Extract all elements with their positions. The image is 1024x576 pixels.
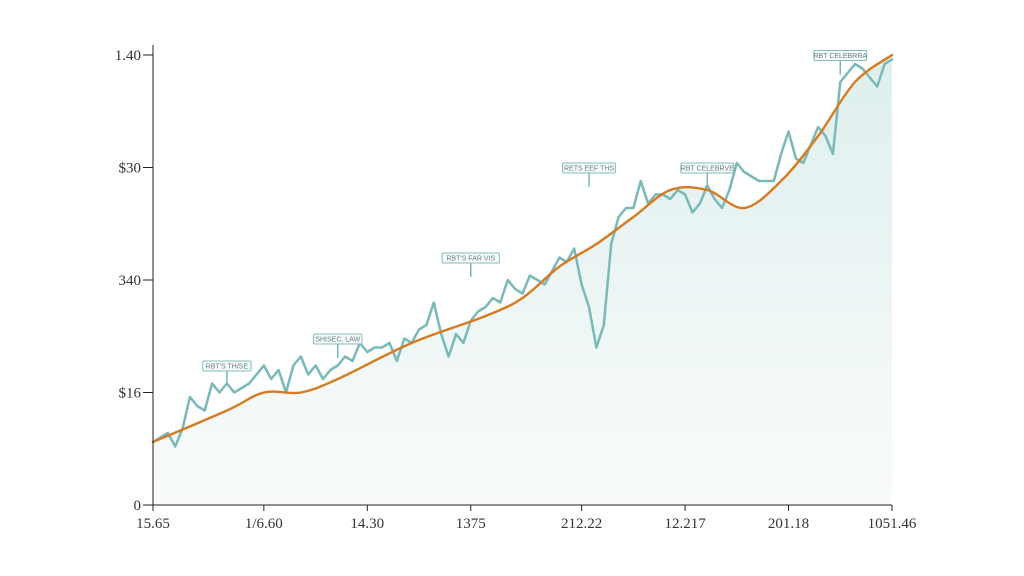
annotation-label-0: RBT'S TH/SE — [206, 363, 249, 370]
y-tick-label-3: $30 — [119, 161, 142, 177]
annotation-label-3: RETS EEF THS — [564, 165, 614, 172]
x-tick-label-4: 212.22 — [561, 516, 602, 532]
annotation-label-2: RBT'S FAR VIS — [446, 255, 495, 262]
ticks-layer: 0 $16 340 $30 1.40 15.65 1/6.60 14.30 1375 212.22… — [115, 48, 917, 532]
volatile-series-line — [151, 58, 894, 448]
annotation-box-0 — [202, 360, 252, 372]
x-tick-label-3: 1375 — [456, 516, 486, 532]
axes-layer — [152, 45, 892, 506]
annotation-box-5 — [813, 50, 868, 61]
y-tick-label-2: 340 — [119, 273, 142, 289]
annotation-1: SHISEC, LAW — [313, 333, 363, 358]
annotation-box-2 — [441, 252, 500, 264]
annotation-box-1 — [313, 333, 363, 345]
annotation-5: RBT CELEBRRA — [813, 50, 868, 75]
y-tick-label-4: 1.40 — [115, 48, 141, 64]
annotation-label-4: RBT CELEBRVE — [681, 165, 734, 172]
annotation-box-4 — [680, 162, 735, 174]
annotation-0: RBT'S TH/SE — [202, 360, 252, 385]
annotation-label-1: SHISEC, LAW — [315, 336, 360, 343]
x-tick-label-1: 1/6.60 — [245, 516, 283, 532]
x-tick-label-2: 14.30 — [350, 516, 384, 532]
y-tick-label-1: $16 — [119, 386, 142, 402]
x-tick-label-7: 1051.46 — [868, 516, 917, 532]
annotation-box-3 — [562, 162, 616, 174]
x-tick-label-0: 15.65 — [136, 516, 170, 532]
trend-area — [153, 55, 892, 505]
y-tick-label-0: 0 — [134, 498, 142, 514]
annotation-label-5: RBT CELEBRRA — [813, 53, 867, 60]
x-tick-label-6: 201.18 — [768, 516, 809, 532]
annotation-2: RBT'S FAR VIS — [441, 252, 500, 277]
annotation-3: RETS EEF THS — [562, 162, 616, 187]
annotations-layer: RBT'S TH/SE SHISEC, LAW RBT'S FAR VIS RETS … — [202, 50, 868, 385]
trend-series-line — [151, 53, 894, 444]
plot-layer — [151, 53, 894, 505]
x-tick-label-5: 12.217 — [664, 516, 706, 532]
annotation-4: RBT CELEBRVE — [680, 162, 735, 187]
